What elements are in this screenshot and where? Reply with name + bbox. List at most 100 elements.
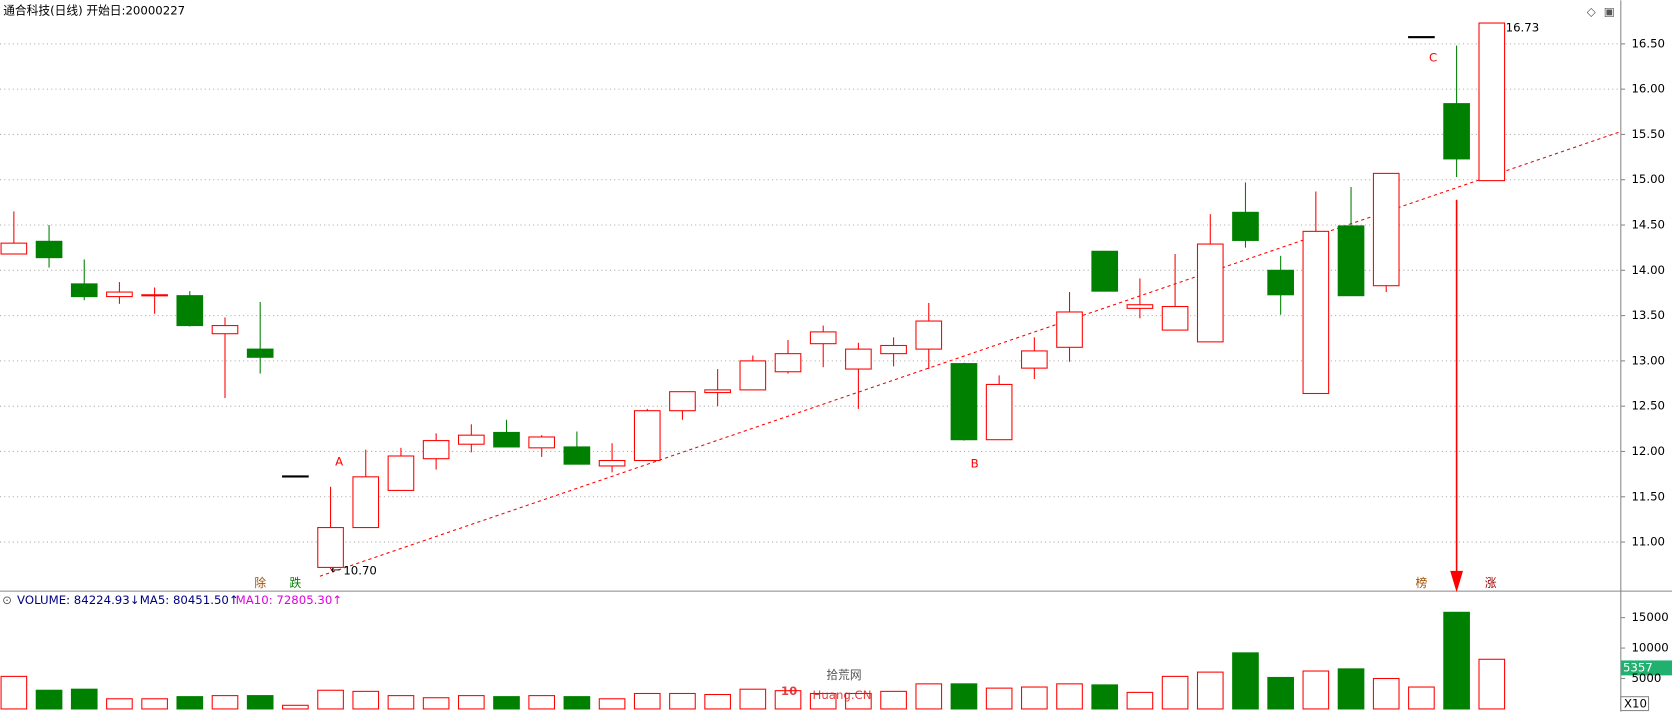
- y-tick-label: 12.50: [1631, 399, 1665, 413]
- arrow-head: [1450, 570, 1463, 593]
- volume-bar: [176, 696, 204, 710]
- scale-label: X10: [1624, 697, 1647, 711]
- volume-bar: [1443, 611, 1470, 710]
- candle-body: [1126, 304, 1154, 309]
- icon[interactable]: ⊙: [2, 593, 12, 607]
- volume-bar: [1478, 658, 1506, 710]
- volume-bar: [704, 693, 731, 710]
- volume-bar: [457, 695, 485, 710]
- annotation: C: [1429, 50, 1437, 64]
- watermark-logo: 10: [781, 684, 797, 698]
- low-label: 10.70: [343, 563, 377, 577]
- y-tick-label: 14.50: [1631, 218, 1665, 232]
- candle-body: [1408, 36, 1435, 39]
- candle-body: [176, 295, 204, 327]
- y-tick-label: 16.00: [1631, 82, 1665, 96]
- candle-body: [70, 283, 98, 298]
- current-label: 5357: [1623, 660, 1653, 674]
- candle-body: [1161, 306, 1189, 331]
- volume-bar: [880, 690, 907, 710]
- volume-bar: [352, 690, 380, 710]
- candle-body: [739, 360, 767, 391]
- candle-body: [352, 476, 380, 529]
- candle-body: [1091, 250, 1119, 292]
- volume-bar: [1302, 670, 1330, 710]
- volume-bar: [633, 692, 661, 710]
- candle-body: [563, 446, 591, 465]
- volume-bar: [809, 692, 837, 710]
- candle-body: [387, 455, 415, 491]
- volume-bar: [845, 692, 872, 710]
- candle-body: [1232, 211, 1259, 241]
- y-tick-label: 13.00: [1631, 353, 1665, 367]
- candle-body: [1337, 225, 1365, 297]
- y-tick-label: 15000: [1631, 610, 1668, 624]
- candle-body: [774, 353, 802, 373]
- y-tick-label: 5000: [1631, 671, 1661, 685]
- candle-body: [669, 391, 696, 412]
- event-marker: 除: [254, 576, 266, 590]
- y-tick-label: 16.50: [1631, 36, 1665, 50]
- volume-bar: [317, 689, 344, 710]
- indicator-label: MA10: 72805.30↑: [236, 593, 342, 607]
- y-tick-label: 15.50: [1631, 127, 1665, 141]
- indicator-label: MA5: 80451.50↑: [140, 593, 239, 607]
- candle-body: [704, 389, 731, 394]
- volume-bar: [422, 697, 450, 710]
- y-tick-label: 15.00: [1631, 172, 1665, 186]
- event-marker: 榜: [1416, 576, 1428, 590]
- event-marker: 涨: [1485, 576, 1497, 590]
- volume-bar: [387, 695, 415, 710]
- candle-body: [633, 410, 661, 462]
- volume-bar: [563, 696, 591, 710]
- y-tick-label: 13.50: [1631, 308, 1665, 322]
- volume-bar: [1267, 676, 1294, 710]
- volume-bar: [950, 683, 978, 710]
- trend-line: [319, 131, 1621, 577]
- candle-body: [1372, 172, 1400, 287]
- chart-title: 通合科技(日线) 开始日:20000227: [3, 4, 185, 18]
- icon[interactable]: ◇: [1587, 5, 1596, 19]
- volume-bar: [70, 688, 98, 710]
- scale-box: [1620, 696, 1650, 712]
- y-tick-label: 11.50: [1631, 489, 1665, 503]
- volume-bar: [106, 698, 133, 710]
- price-arrow: ←: [331, 562, 341, 576]
- y-tick-label: 12.00: [1631, 444, 1665, 458]
- event-marker: 跌: [290, 576, 302, 590]
- volume-bar: [35, 689, 63, 710]
- candle-body: [35, 240, 63, 259]
- volume-bar: [1126, 691, 1154, 710]
- candle-body: [915, 320, 943, 350]
- volume-bar: [211, 695, 239, 710]
- volume-bar: [0, 675, 28, 710]
- annotation: A: [335, 455, 343, 469]
- volume-bar: [282, 704, 309, 710]
- volume-bar: [598, 698, 626, 710]
- candle-body: [457, 434, 485, 445]
- current-box: [1620, 660, 1672, 676]
- watermark: 拾荒网: [826, 668, 861, 682]
- volume-bar: [1091, 684, 1119, 710]
- high-label: 16.73: [1506, 21, 1540, 35]
- volume-bar: [1372, 677, 1400, 710]
- candle-body: [845, 348, 872, 370]
- volume-bar: [774, 690, 802, 710]
- volume-bar: [1232, 652, 1259, 710]
- volume-bar: [493, 696, 520, 710]
- candle-body: [598, 459, 626, 467]
- y-tick-label: 11.00: [1631, 535, 1665, 549]
- candle-body: [1267, 269, 1294, 296]
- volume-bar: [1161, 675, 1189, 710]
- candle-body: [880, 344, 907, 355]
- icon[interactable]: ▣: [1604, 5, 1615, 19]
- candle-body: [422, 440, 450, 460]
- candle-body: [1021, 350, 1048, 369]
- volume-bar: [1337, 668, 1365, 710]
- candle-body: [493, 431, 520, 448]
- candle-body: [809, 331, 837, 345]
- volume-bar: [739, 688, 767, 710]
- candle-body: [1056, 311, 1083, 348]
- candle-body: [1443, 103, 1470, 160]
- volume-bar: [669, 692, 696, 710]
